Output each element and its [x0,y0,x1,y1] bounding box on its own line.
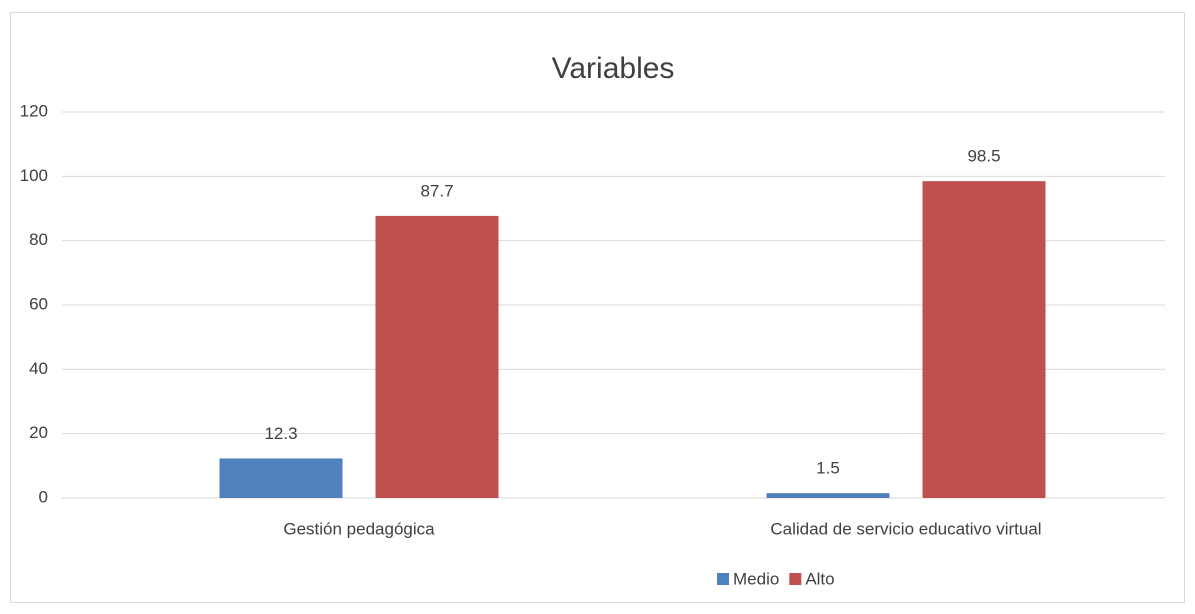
y-tick-label: 20 [29,423,48,442]
y-tick-label: 40 [29,359,48,378]
y-tick-label: 0 [39,487,48,506]
bar [766,493,890,498]
legend-label: Alto [805,569,834,588]
data-label: 98.5 [967,147,1000,166]
legend-swatch [789,573,802,585]
data-label: 1.5 [816,459,840,478]
y-tick-label: 120 [20,101,48,120]
data-label: 87.7 [420,181,453,200]
data-label: 12.3 [264,424,297,443]
legend-label: Medio [733,569,779,588]
bar [375,215,499,499]
bar [922,181,1046,499]
legend-swatch [717,573,729,585]
x-tick-label: Calidad de servicio educativo virtual [770,519,1041,538]
y-tick-label: 100 [20,166,48,185]
x-tick-label: Gestión pedagógica [283,519,435,538]
chart-title: Variables [552,52,675,85]
y-tick-label: 60 [29,294,48,313]
bar [219,458,343,498]
y-tick-label: 80 [29,230,48,249]
